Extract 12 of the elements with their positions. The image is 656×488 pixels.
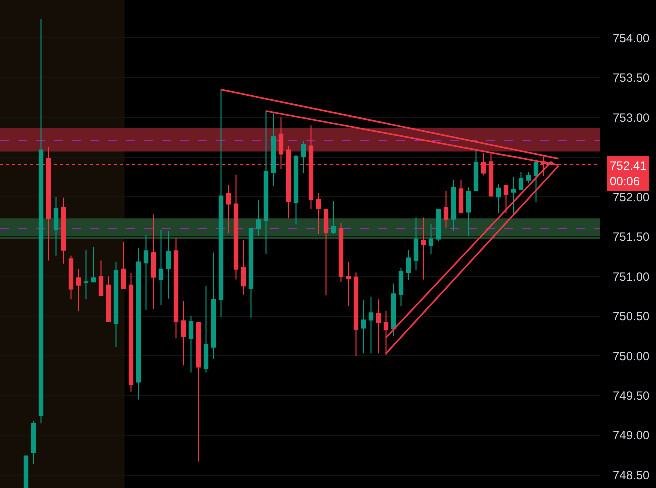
y-tick-label: 749.00 (613, 428, 650, 443)
ref-line-label: 752.41 00:06 (610, 159, 648, 189)
y-tick-label: 750.00 (613, 349, 650, 364)
y-tick-label: 751.50 (613, 230, 650, 244)
y-tick-label: 748.50 (613, 468, 650, 482)
y-tick-label: 750.50 (613, 310, 650, 324)
y-tick-label: 751.00 (613, 270, 650, 284)
y-tick-label: 753.00 (613, 110, 650, 125)
y-tick-label: 749.50 (613, 389, 650, 403)
y-tick-label: 754.00 (613, 31, 650, 46)
y-tick-label: 752.00 (613, 190, 650, 204)
y-tick-label: 753.50 (613, 71, 650, 86)
